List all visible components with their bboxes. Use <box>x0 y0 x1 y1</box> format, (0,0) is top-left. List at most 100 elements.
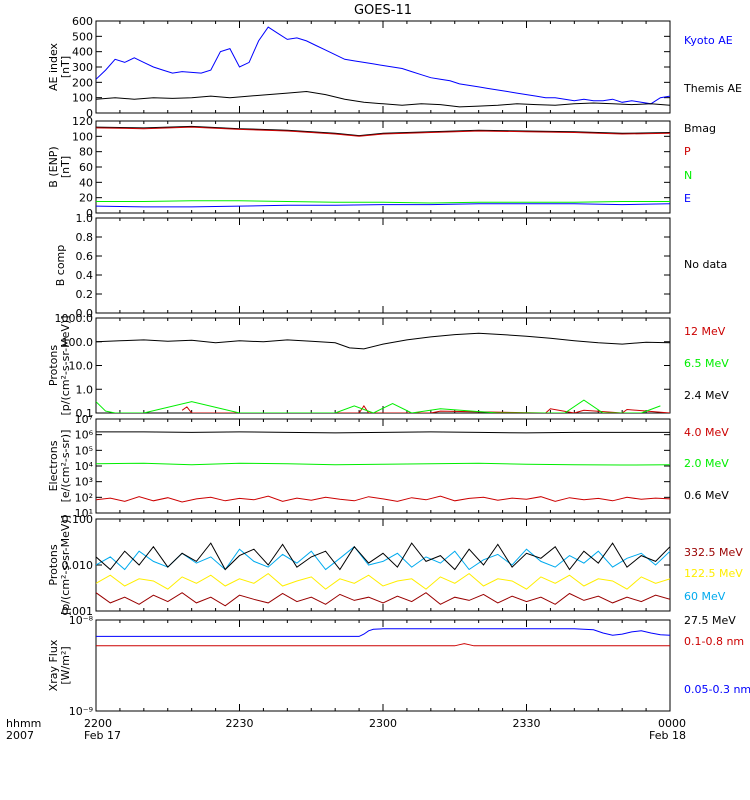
y-axis-label: Electrons <box>47 440 60 491</box>
y-tick-label: 0 <box>86 107 93 120</box>
time-row-label: hhmm <box>6 717 41 730</box>
panel-frame <box>95 120 671 214</box>
panel-bfield: 0 20 40 60 80 100 120 B (ENP) [nT] Bmag PNE <box>47 115 716 220</box>
y-tick-label: 0.2 <box>76 288 94 301</box>
y-tick-label: 10¹ <box>75 507 93 520</box>
y-tick-label: 10⁶ <box>75 429 94 442</box>
y-tick-label: 120 <box>72 115 93 128</box>
y-axis-label: Protons <box>47 544 60 585</box>
y-tick-label: 0 <box>86 207 93 220</box>
y-axis-label: Protons <box>47 345 60 386</box>
series-line-2-0-mev <box>96 462 670 466</box>
legend-entry: Kyoto AE <box>684 34 733 47</box>
y-axis-unit: [p/(cm²-s-sr-MeV)] <box>59 316 72 416</box>
time-tick-label: 2200 <box>84 717 112 730</box>
panel-bcomp: 0.0 0.2 0.4 0.6 0.8 1.0 B comp No data <box>54 212 727 320</box>
time-tick-label: 2330 <box>513 717 541 730</box>
y-tick-label: 0.0 <box>76 307 94 320</box>
y-tick-label: 0.6 <box>76 250 94 263</box>
y-tick-label: 100 <box>72 92 93 105</box>
y-tick-label: 40 <box>79 176 93 189</box>
y-tick-label: 600 <box>72 15 93 28</box>
y-tick-label: 1000.0 <box>55 312 94 325</box>
y-axis-label: B (ENP) <box>47 146 60 187</box>
series-line-122-5-mev <box>96 572 670 590</box>
y-axis-label: AE index <box>47 42 60 91</box>
panel-protons_low: 0.001 0.010 0.100 Protons [p/(cm²-s-sr-MeV)]… <box>47 513 743 627</box>
series-line-0-1-0-8-nm <box>96 643 670 647</box>
y-tick-label: 0.001 <box>62 605 94 618</box>
y-axis-unit: [e/(cm²-s-sr)] <box>59 430 72 503</box>
y-tick-label: 10.0 <box>69 360 94 373</box>
y-tick-label: 80 <box>79 146 93 159</box>
series-line-27-5-mev <box>96 542 670 571</box>
y-axis-label: Xray Flux <box>47 639 60 691</box>
panel-ae: 0 100 200 300 400 500 600 AE index [nT] Kyoto AE T… <box>47 15 742 120</box>
y-tick-label: 100.0 <box>62 336 94 349</box>
series-line-0-05-0-3-nm <box>96 628 670 637</box>
panel-frame <box>95 317 671 414</box>
series-line-0-6-mev <box>96 431 670 434</box>
y-axis-unit: [nT] <box>59 56 72 78</box>
y-tick-label: 10⁻⁸ <box>69 614 94 627</box>
legend-entry: 0.6 MeV <box>684 489 729 502</box>
legend-entry: 2.4 MeV <box>684 389 729 402</box>
legend-entry: Bmag <box>684 122 716 135</box>
y-axis-unit: [nT] <box>59 156 72 178</box>
series-line-60-mev <box>96 545 670 571</box>
time-tick-label: 2300 <box>369 717 397 730</box>
series-line-p <box>96 126 670 137</box>
y-tick-label: 500 <box>72 30 93 43</box>
legend-entry: 6.5 MeV <box>684 357 729 370</box>
y-tick-label: 20 <box>79 192 93 205</box>
legend-entry: 60 MeV <box>684 590 726 603</box>
y-tick-label: 0.4 <box>76 269 94 282</box>
no-data-annotation: No data <box>684 258 727 271</box>
y-tick-label: 10⁵ <box>75 444 93 457</box>
series-line-12-mev <box>181 405 670 413</box>
legend-entry: 4.0 MeV <box>684 426 729 439</box>
time-tick-label: 0000 <box>658 717 686 730</box>
y-axis-label: B comp <box>54 245 67 287</box>
y-tick-label: 100 <box>72 130 93 143</box>
y-tick-label: 10⁷ <box>75 413 93 426</box>
series-line-2-4-mev <box>96 332 670 350</box>
legend-entry: 122.5 MeV <box>684 567 743 580</box>
legend-entry: 12 MeV <box>684 325 726 338</box>
legend-entry: 332.5 MeV <box>684 546 743 559</box>
panel-xray: 10⁻⁹ 10⁻⁸ Xray Flux [W/m²] 0.1-0.8 nm 0.05-0.… <box>47 614 750 718</box>
y-tick-label: 10² <box>75 491 93 504</box>
series-line-n <box>96 200 670 204</box>
legend-entry: N <box>684 169 692 182</box>
y-tick-label: 400 <box>72 46 93 59</box>
date-label: Feb 17 <box>84 729 121 742</box>
legend-entry: E <box>684 192 691 205</box>
y-tick-label: 300 <box>72 61 93 74</box>
legend-entry: 0.05-0.3 nm <box>684 683 750 696</box>
time-tick-label: 2230 <box>226 717 254 730</box>
series-line-e <box>96 203 670 208</box>
legend-entry: 0.1-0.8 nm <box>684 635 744 648</box>
series-line-bmag <box>96 125 670 137</box>
y-tick-label: 200 <box>72 76 93 89</box>
panel-electrons: 10¹ 10² 10³ 10⁴ 10⁵ 10⁶ 10⁷ Electrons [e/(cm²-s-… <box>47 413 729 520</box>
panel-protons_high: 0.1 1.0 10.0 100.0 1000.0 Protons [p/(cm²-s-sr… <box>47 312 729 420</box>
series-line-332-5-mev <box>96 592 670 607</box>
series-line-4-0-mev <box>96 495 670 503</box>
y-tick-label: 10⁴ <box>75 460 94 473</box>
y-axis-unit: [p/(cm²-s-sr-MeV)] <box>59 515 72 615</box>
legend-entry: Themis AE <box>683 82 742 95</box>
y-tick-label: 0.010 <box>62 559 94 572</box>
y-tick-label: 0.100 <box>62 513 94 526</box>
legend-entry: 27.5 MeV <box>684 614 736 627</box>
y-axis-unit: [W/m²] <box>59 646 72 684</box>
y-tick-label: 10³ <box>75 476 93 489</box>
y-tick-label: 1.0 <box>76 383 94 396</box>
y-tick-label: 0.8 <box>76 231 94 244</box>
y-tick-label: 1.0 <box>76 212 94 225</box>
y-tick-label: 0.1 <box>76 407 94 420</box>
legend-entry: P <box>684 145 691 158</box>
y-tick-label: 60 <box>79 161 93 174</box>
